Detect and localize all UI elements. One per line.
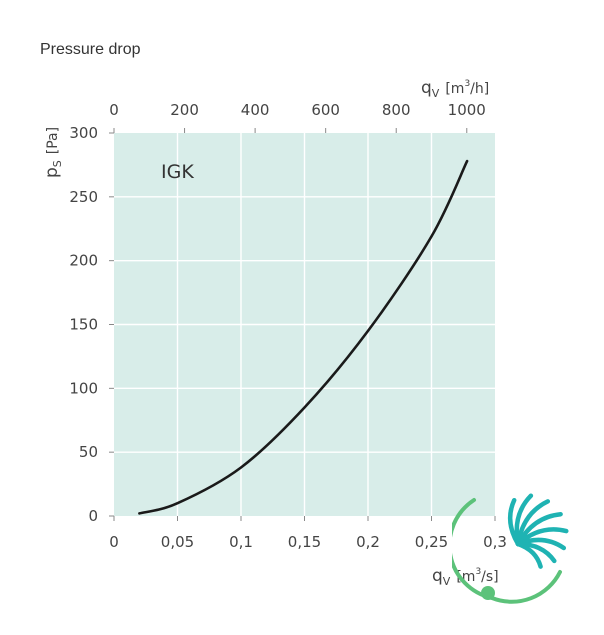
x-tick-label: 0,1 [229, 533, 253, 551]
page-title: Pressure drop [40, 41, 141, 58]
x-tick-label: 0,05 [161, 533, 194, 551]
logo-fan-icon [507, 493, 569, 569]
x-tick-label: 0,15 [288, 533, 321, 551]
x2-tick-label: 0 [109, 101, 119, 119]
grid [114, 133, 495, 516]
x-tick-label: 0,3 [483, 533, 507, 551]
x-axis-bottom: 0 0,05 0,1 0,15 0,2 0,25 0,3 [109, 516, 507, 551]
logo-fan-stroke [515, 541, 543, 569]
x-tick-label: 0 [109, 533, 119, 551]
series-line-igk [138, 159, 469, 515]
x2-tick-label: 400 [241, 101, 270, 119]
x-tick-label: 0,25 [415, 533, 448, 551]
y-axis: 0 50 100 150 200 250 300 [69, 124, 114, 525]
x2-tick-label: 200 [170, 101, 199, 119]
y-tick-label: 150 [69, 316, 98, 334]
y-tick-label: 50 [79, 443, 98, 461]
y-tick-label: 200 [69, 252, 98, 270]
curve-label: IGK [161, 161, 194, 183]
y-tick-label: 300 [69, 124, 98, 142]
x2-tick-label: 600 [311, 101, 340, 119]
x2-tick-label: 800 [382, 101, 411, 119]
y-tick-label: 250 [69, 188, 98, 206]
y-tick-label: 0 [88, 507, 98, 525]
y-tick-label: 100 [69, 379, 98, 397]
y-axis-label: pS[Pa] [42, 127, 64, 178]
x-tick-label: 0,2 [356, 533, 380, 551]
logo-dot-icon [481, 586, 495, 600]
logo-arc-icon [452, 498, 562, 604]
x2-axis-label: qV [m3/h] [421, 78, 489, 100]
x-axis-top: 0 200 400 600 800 1000 [109, 101, 486, 133]
x2-tick-label: 1000 [448, 101, 486, 119]
brand-logo [452, 493, 569, 604]
